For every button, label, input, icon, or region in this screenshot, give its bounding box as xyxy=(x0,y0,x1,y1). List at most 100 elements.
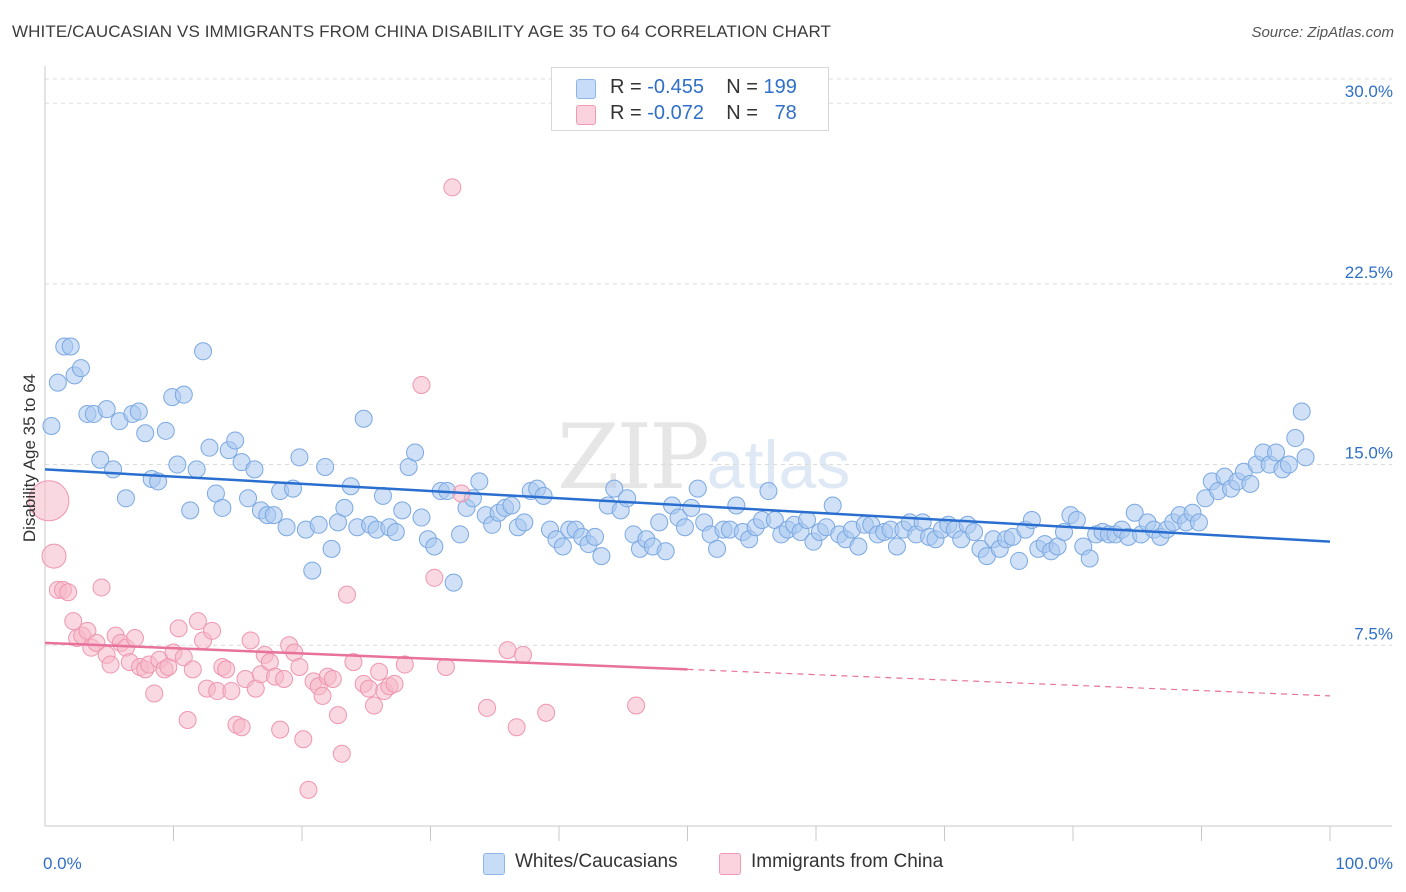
legend-r-value: -0.072 xyxy=(647,102,704,124)
data-point-whites xyxy=(48,373,67,392)
data-point-whites xyxy=(605,479,624,498)
data-point-china xyxy=(222,682,241,701)
data-point-whites xyxy=(1296,448,1315,467)
data-point-whites xyxy=(451,525,470,544)
data-point-china xyxy=(498,641,517,660)
bottom-legend-swatch-china xyxy=(719,853,741,875)
data-point-china xyxy=(332,744,351,763)
data-point-china xyxy=(125,629,144,648)
trend-line-whites xyxy=(44,468,1331,543)
data-point-whites xyxy=(91,450,110,469)
data-point-whites xyxy=(181,501,200,520)
data-point-china xyxy=(78,621,97,640)
data-point-whites xyxy=(425,537,444,556)
data-point-china xyxy=(145,684,164,703)
legend-n-value: 199 xyxy=(763,76,797,98)
data-point-whites xyxy=(174,385,193,404)
data-point-whites xyxy=(759,482,778,501)
data-point-whites xyxy=(444,573,463,592)
legend-r-value: -0.455 xyxy=(647,76,704,98)
data-point-whites xyxy=(129,402,148,421)
data-point-china xyxy=(443,178,462,197)
source-label: Source: ZipAtlas.com xyxy=(1251,24,1394,41)
y-tick-label: 22.5% xyxy=(1345,263,1393,282)
data-point-china xyxy=(328,706,347,725)
data-point-whites xyxy=(515,513,534,532)
data-point-china xyxy=(364,696,383,715)
legend-swatch-whites xyxy=(576,79,596,99)
data-point-china xyxy=(299,780,318,799)
data-point-whites xyxy=(618,489,637,508)
data-point-whites xyxy=(309,515,328,534)
data-point-whites xyxy=(71,359,90,378)
data-point-whites xyxy=(585,527,604,546)
data-point-whites xyxy=(823,496,842,515)
data-point-whites xyxy=(303,561,322,580)
data-point-whites xyxy=(1241,474,1260,493)
data-point-whites xyxy=(42,416,61,435)
data-point-whites xyxy=(592,547,611,566)
data-point-whites xyxy=(1292,402,1311,421)
legend-r-label: R = xyxy=(610,102,642,124)
data-point-whites xyxy=(675,518,694,537)
data-point-whites xyxy=(239,489,258,508)
data-point-whites xyxy=(354,409,373,428)
data-point-whites xyxy=(264,506,283,525)
data-point-whites xyxy=(650,513,669,532)
data-point-whites xyxy=(104,460,123,479)
data-point-whites xyxy=(335,498,354,517)
bottom-legend-label-china: Immigrants from China xyxy=(751,851,944,872)
data-point-china xyxy=(178,710,197,729)
data-point-whites xyxy=(322,539,341,558)
data-point-china xyxy=(323,670,342,689)
y-axis-label: Disability Age 35 to 64 xyxy=(20,373,39,543)
data-point-china xyxy=(28,480,70,522)
data-point-whites xyxy=(470,472,489,491)
data-point-china xyxy=(514,645,533,664)
data-point-whites xyxy=(1080,549,1099,568)
data-point-whites xyxy=(406,443,425,462)
data-point-china xyxy=(337,585,356,604)
data-point-china xyxy=(101,655,120,674)
data-point-china xyxy=(294,730,313,749)
data-point-whites xyxy=(798,510,817,529)
data-point-whites xyxy=(887,537,906,556)
chart-title: WHITE/CAUCASIAN VS IMMIGRANTS FROM CHINA… xyxy=(12,22,832,41)
data-point-china xyxy=(436,657,455,676)
legend-n-value: 78 xyxy=(774,102,797,124)
data-point-whites xyxy=(727,496,746,515)
legend-n-label: N = xyxy=(726,102,758,124)
trend-line-china-projection xyxy=(687,668,1331,697)
data-point-whites xyxy=(1279,455,1298,474)
data-point-china xyxy=(412,376,431,395)
data-point-whites xyxy=(187,460,206,479)
data-point-china xyxy=(64,612,83,631)
data-point-china xyxy=(59,583,78,602)
data-point-china xyxy=(478,698,497,717)
x-tick-label: 100.0% xyxy=(1335,854,1393,873)
data-point-whites xyxy=(502,496,521,515)
data-point-china xyxy=(169,619,188,638)
data-point-china xyxy=(183,660,202,679)
data-point-whites xyxy=(1010,551,1029,570)
data-point-china xyxy=(203,621,222,640)
data-point-china xyxy=(92,578,111,597)
legend-n-label: N = xyxy=(726,76,758,98)
bottom-legend-label-whites: Whites/Caucasians xyxy=(515,851,678,872)
data-point-whites xyxy=(412,508,431,527)
data-point-whites xyxy=(226,431,245,450)
bottom-legend-swatch-whites xyxy=(483,853,505,875)
data-point-china xyxy=(290,657,309,676)
data-point-whites xyxy=(1125,503,1144,522)
data-point-whites xyxy=(682,498,701,517)
data-point-whites xyxy=(136,424,155,443)
data-point-whites xyxy=(1286,429,1305,448)
data-point-china xyxy=(507,718,526,737)
data-point-whites xyxy=(316,457,335,476)
y-tick-label: 7.5% xyxy=(1354,624,1393,643)
data-point-china xyxy=(425,568,444,587)
data-point-china xyxy=(188,612,207,631)
data-point-whites xyxy=(116,489,135,508)
data-point-whites xyxy=(97,400,116,419)
